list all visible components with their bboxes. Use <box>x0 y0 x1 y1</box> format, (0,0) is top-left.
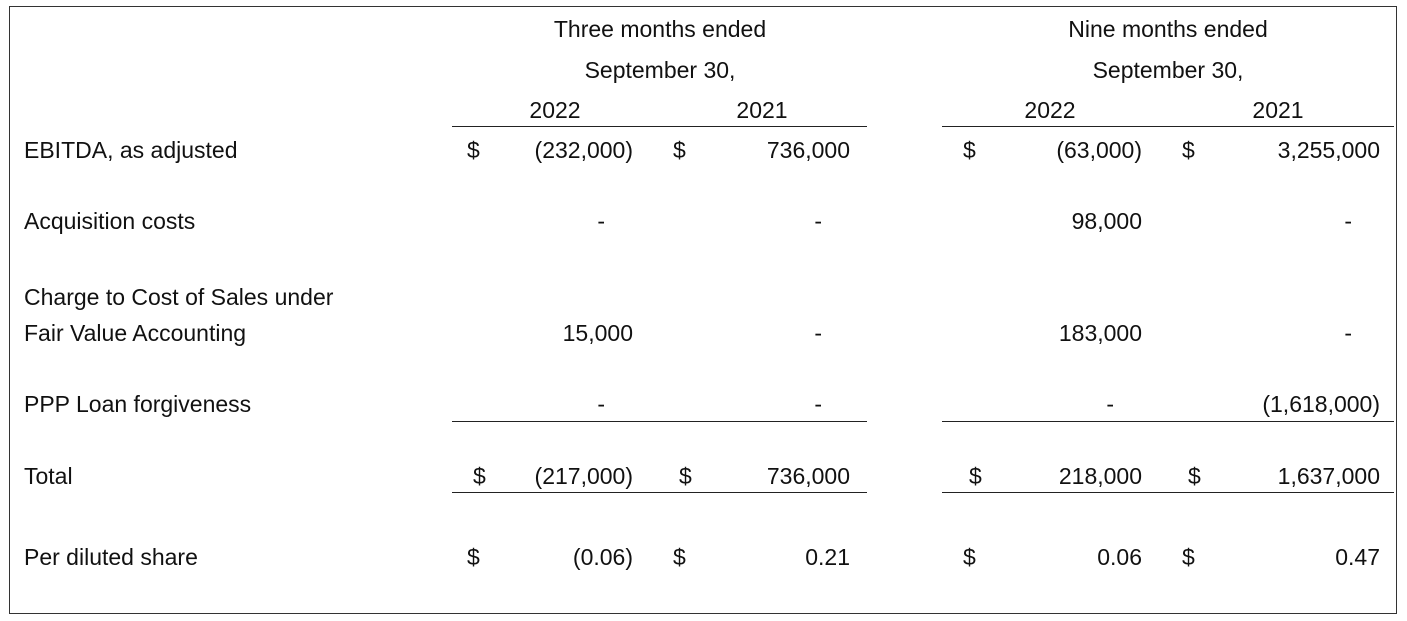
cell-value: - <box>597 208 605 234</box>
currency-sign: $ <box>1188 463 1201 489</box>
group-heading: Nine months ended <box>1068 16 1268 42</box>
subtotal-rule <box>452 421 867 422</box>
cell-value: 0.21 <box>805 544 850 570</box>
cell-value: 98,000 <box>1071 208 1142 234</box>
row-label: EBITDA, as adjusted <box>24 137 238 163</box>
cell-value: (217,000) <box>534 463 633 489</box>
cell-value: 1,637,000 <box>1277 463 1380 489</box>
cell-value: - <box>1106 391 1114 417</box>
cell-value: - <box>1344 320 1352 346</box>
cell-value: 218,000 <box>1058 463 1142 489</box>
currency-sign: $ <box>963 137 976 163</box>
currency-sign: $ <box>673 137 686 163</box>
row-label: Fair Value Accounting <box>24 320 247 346</box>
cell-value: 0.06 <box>1097 544 1142 570</box>
row-label: Per diluted share <box>24 544 198 570</box>
cell-value: (1,618,000) <box>1262 391 1380 417</box>
row-label: Total <box>24 463 73 489</box>
cell-value: - <box>814 320 822 346</box>
cell-value: (0.06) <box>572 544 633 570</box>
currency-sign: $ <box>1182 137 1195 163</box>
cell-value: 3,255,000 <box>1277 137 1380 163</box>
currency-sign: $ <box>969 463 982 489</box>
header-rule <box>452 126 867 127</box>
year-heading: 2022 <box>529 97 581 123</box>
cell-value: 183,000 <box>1058 320 1142 346</box>
table-frame <box>9 6 1397 614</box>
cell-value: 736,000 <box>766 137 850 163</box>
cell-value: (232,000) <box>534 137 633 163</box>
currency-sign: $ <box>467 544 480 570</box>
cell-value: 736,000 <box>766 463 850 489</box>
header-rule <box>942 126 1394 127</box>
subtotal-rule <box>942 421 1394 422</box>
currency-sign: $ <box>673 544 686 570</box>
total-rule <box>942 492 1394 493</box>
currency-sign: $ <box>679 463 692 489</box>
currency-sign: $ <box>467 137 480 163</box>
currency-sign: $ <box>963 544 976 570</box>
cell-value: - <box>597 391 605 417</box>
cell-value: - <box>814 208 822 234</box>
group-heading: September 30, <box>584 57 736 83</box>
row-label: Acquisition costs <box>24 208 196 234</box>
group-heading: Three months ended <box>553 16 767 42</box>
year-heading: 2022 <box>1024 97 1076 123</box>
cell-value: (63,000) <box>1056 137 1142 163</box>
cell-value: 15,000 <box>562 320 633 346</box>
total-rule <box>452 492 867 493</box>
currency-sign: $ <box>1182 544 1195 570</box>
row-label: PPP Loan forgiveness <box>24 391 252 417</box>
cell-value: 0.47 <box>1335 544 1380 570</box>
cell-value: - <box>1344 208 1352 234</box>
year-heading: 2021 <box>1252 97 1304 123</box>
group-heading: September 30, <box>1092 57 1244 83</box>
row-label: Charge to Cost of Sales under <box>24 284 334 310</box>
year-heading: 2021 <box>736 97 788 123</box>
currency-sign: $ <box>473 463 486 489</box>
cell-value: - <box>814 391 822 417</box>
